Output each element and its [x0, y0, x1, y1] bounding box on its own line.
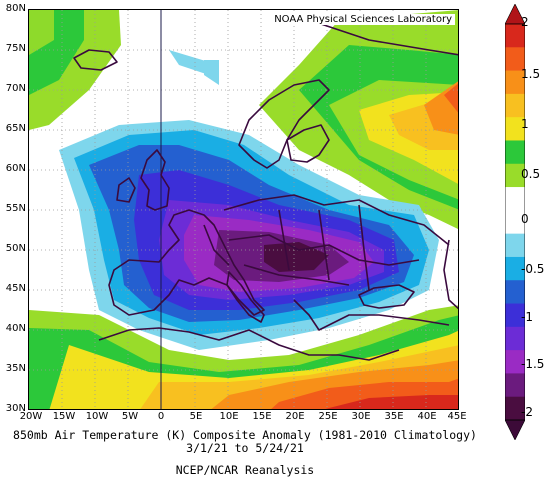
lon-label-40e: 40E [417, 411, 437, 422]
lat-label-70n: 70N [5, 83, 26, 94]
lat-label-50n: 50N [5, 243, 26, 254]
lon-label-15w: 15W [52, 411, 76, 422]
colorbar-swatch [505, 187, 525, 211]
lon-label-10e: 10E [219, 411, 239, 422]
colorbar-outline [505, 23, 525, 421]
colorbar-label-m1-5: -1.5 [521, 357, 545, 371]
colorbar [505, 4, 525, 440]
colorbar-swatch [505, 233, 525, 258]
lon-label-30e: 30E [351, 411, 371, 422]
map-graphic [29, 10, 458, 409]
credit-label: NOAA Physical Sciences Laboratory [271, 14, 455, 25]
caption-dataset: NCEP/NCAR Reanalysis [175, 463, 315, 477]
colorbar-swatch [505, 47, 525, 71]
colorbar-label-m0-5: -0.5 [521, 262, 545, 276]
colorbar-swatch [505, 117, 525, 141]
colorbar-swatch [505, 280, 525, 304]
lon-label-15e: 15E [252, 411, 272, 422]
colorbar-swatch [505, 70, 525, 95]
lat-label-55n: 55N [5, 203, 26, 214]
colorbar-bottom-tip [505, 419, 525, 440]
colorbar-swatch [505, 210, 525, 235]
colorbar-label-0: 0 [521, 212, 529, 226]
colorbar-swatch [505, 396, 525, 421]
colorbar-label-1: 1 [521, 117, 529, 131]
colorbar-label-0-5: 0.5 [521, 167, 541, 181]
lat-label-40n: 40N [5, 323, 26, 334]
lon-label-5e: 5E [189, 411, 203, 422]
lat-label-30n: 30N [5, 403, 26, 414]
caption-period: 3/1/21 to 5/24/21 [186, 441, 304, 455]
colorbar-label-m1: -1 [521, 310, 533, 324]
colorbar-swatch [505, 24, 525, 48]
lon-label-10w: 10W [85, 411, 109, 422]
lat-label-60n: 60N [5, 163, 26, 174]
lon-label-5w: 5W [121, 411, 139, 422]
lat-label-75n: 75N [5, 43, 26, 54]
colorbar-swatch [505, 303, 525, 328]
colorbar-swatch [505, 93, 525, 118]
colorbar-swatch [505, 163, 525, 188]
lat-label-45n: 45N [5, 283, 26, 294]
lat-label-65n: 65N [5, 123, 26, 134]
colorbar-label-m2: -2 [521, 405, 533, 419]
lon-label-20e: 20E [285, 411, 305, 422]
lon-label-45e: 45E [447, 411, 467, 422]
lon-label-25e: 25E [318, 411, 338, 422]
lat-label-35n: 35N [5, 363, 26, 374]
lon-label-20w: 20W [19, 411, 43, 422]
colorbar-swatch [505, 373, 525, 398]
colorbar-swatch [505, 350, 525, 374]
lon-label-0: 0 [157, 411, 165, 422]
lon-label-35e: 35E [384, 411, 404, 422]
colorbar-swatch [505, 326, 525, 351]
colorbar-swatch [505, 256, 525, 281]
colorbar-label-1-5: 1.5 [521, 67, 541, 81]
caption-title: 850mb Air Temperature (K) Composite Anom… [13, 428, 477, 442]
colorbar-label-2: 2 [521, 15, 529, 29]
coastlines [73, 19, 458, 361]
lat-label-80n: 80N [5, 3, 26, 14]
map-panel: NOAA Physical Sciences Laboratory [28, 9, 459, 410]
colorbar-swatch [505, 140, 525, 165]
